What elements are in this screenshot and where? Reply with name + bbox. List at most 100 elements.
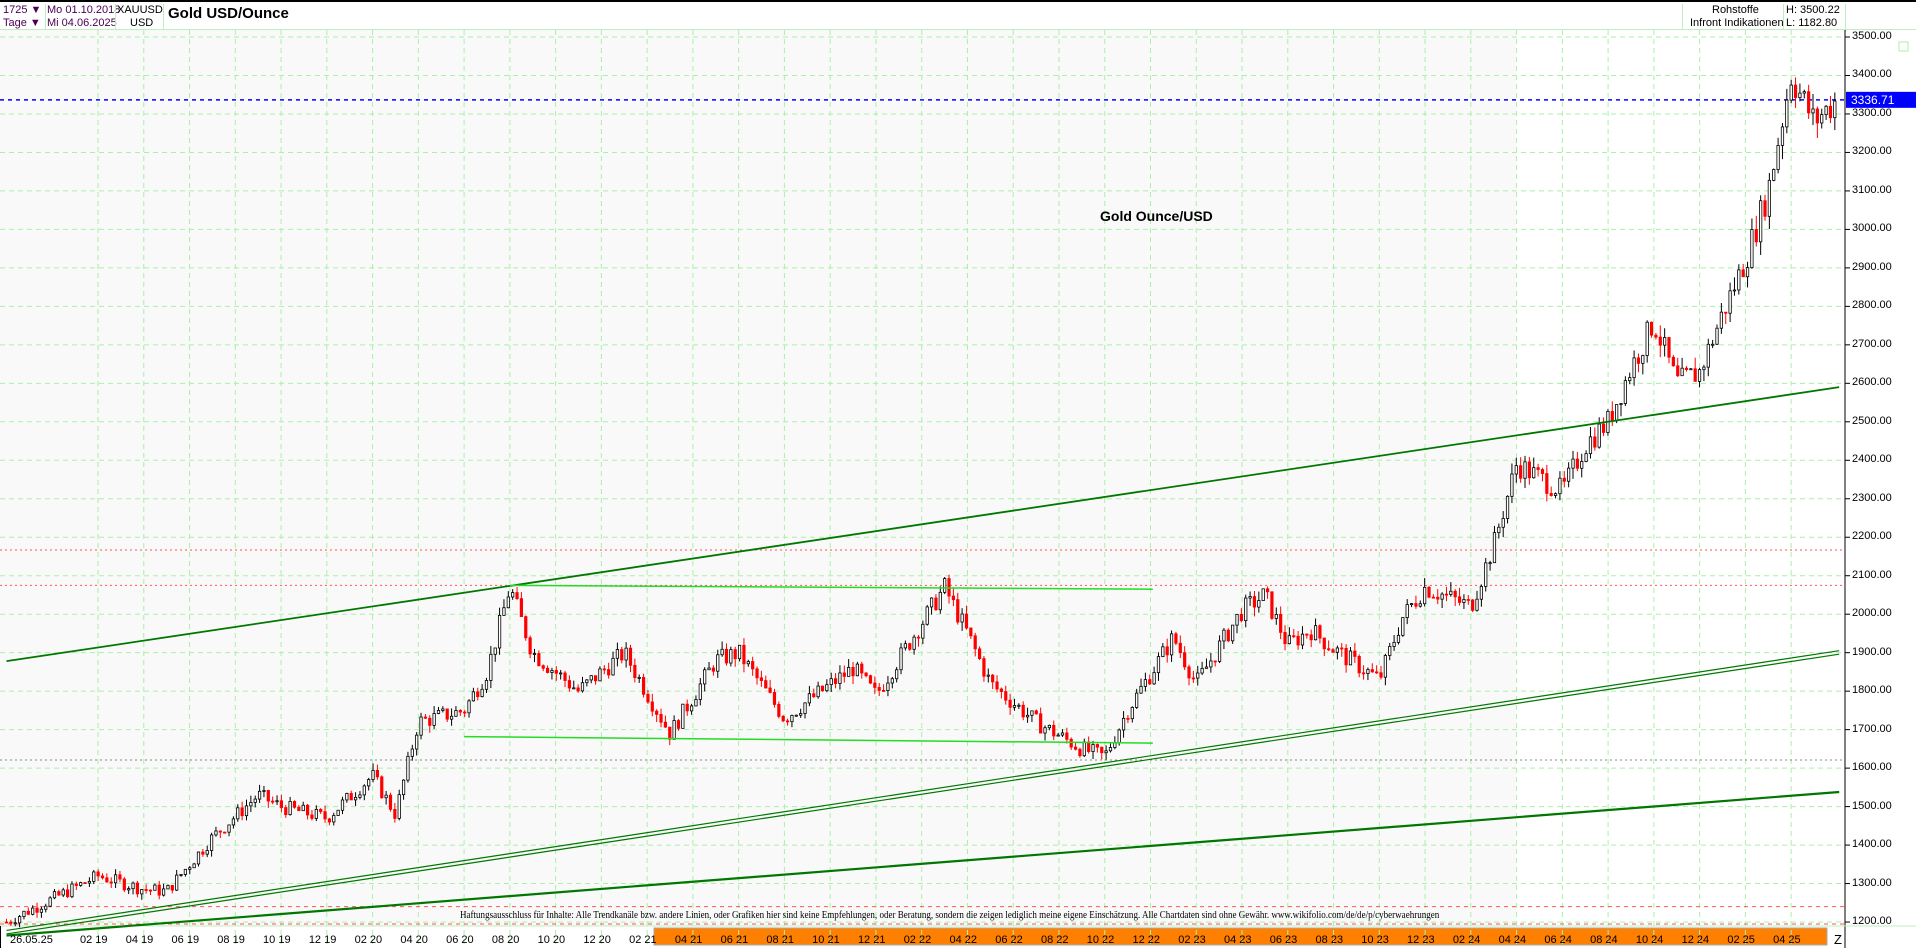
y-tick-label: 1800.00 — [1852, 684, 1892, 697]
candle — [1676, 365, 1680, 377]
x-tick-label: 04 24 — [1498, 934, 1527, 946]
date-from[interactable]: Mo 01.10.2018 — [47, 4, 121, 16]
candle — [26, 910, 30, 915]
x-tick-label: 08 23 — [1315, 934, 1344, 946]
x-tick-label: 08 22 — [1040, 934, 1069, 946]
candle — [406, 755, 410, 781]
candle — [825, 684, 829, 692]
candle — [593, 675, 598, 682]
candle — [1353, 650, 1357, 657]
candle — [1663, 337, 1667, 346]
candle — [1532, 467, 1536, 479]
candle — [1484, 562, 1488, 587]
x-tick-label: 02 22 — [903, 934, 932, 946]
candle — [628, 647, 633, 666]
candle — [223, 831, 227, 834]
candle — [934, 597, 938, 611]
candle — [9, 921, 13, 924]
bars-count-dropdown[interactable]: 1725 ▼ — [3, 4, 41, 17]
candle — [1060, 732, 1065, 736]
candle — [1222, 629, 1226, 642]
candle — [244, 805, 249, 817]
candle — [1121, 717, 1126, 731]
candle — [449, 715, 454, 720]
candle — [1732, 289, 1737, 292]
candle — [1575, 458, 1579, 469]
candle — [127, 888, 131, 891]
candle — [52, 891, 57, 899]
candle — [1021, 704, 1025, 718]
candle — [493, 647, 497, 655]
candle — [1571, 458, 1575, 469]
candle — [100, 875, 105, 879]
candle — [371, 769, 375, 780]
candle — [153, 884, 157, 891]
candle — [1811, 108, 1815, 114]
candle — [1697, 369, 1702, 382]
candle — [781, 715, 785, 722]
candle — [1039, 713, 1043, 734]
candle — [1636, 357, 1641, 364]
candle — [1436, 596, 1440, 600]
candle — [794, 714, 798, 717]
candle — [620, 649, 624, 661]
candle — [1580, 461, 1584, 469]
candle — [903, 643, 907, 649]
candle — [1152, 672, 1156, 685]
candle — [340, 799, 345, 811]
candle — [1802, 91, 1806, 94]
candle — [951, 595, 955, 601]
candle — [1658, 336, 1662, 346]
candle — [463, 711, 467, 714]
candle — [327, 818, 332, 823]
candle — [1793, 84, 1798, 98]
candle — [227, 824, 231, 833]
candle — [1706, 343, 1710, 368]
candle — [1191, 677, 1195, 680]
candle — [1361, 672, 1366, 675]
candle — [1348, 650, 1353, 666]
candle — [982, 658, 986, 677]
x-tick-label: 06 21 — [720, 934, 749, 946]
y-tick-label: 1900.00 — [1852, 645, 1892, 658]
candle — [550, 670, 554, 673]
candle — [179, 874, 183, 876]
candle — [689, 705, 694, 712]
candle — [838, 672, 842, 684]
candle — [611, 657, 615, 676]
candle — [1628, 377, 1632, 382]
candle — [1750, 229, 1754, 269]
candle — [1196, 672, 1200, 679]
candle — [1213, 660, 1217, 663]
candle — [4, 921, 9, 924]
period-dropdown[interactable]: Tage ▼ — [3, 17, 41, 30]
candle — [851, 667, 855, 677]
candle — [1715, 327, 1719, 345]
y-tick-label: 1400.00 — [1852, 838, 1892, 851]
candle — [1427, 586, 1431, 598]
candle — [698, 683, 702, 700]
zoom-corner-label[interactable]: Z — [1834, 932, 1842, 947]
date-to[interactable]: Mi 04.06.2025 — [47, 17, 117, 29]
candle — [1510, 473, 1514, 497]
candle — [1807, 91, 1811, 114]
y-tick-label: 3200.00 — [1852, 145, 1892, 158]
candle — [1680, 367, 1684, 377]
candle — [1475, 598, 1479, 611]
y-tick-label: 1500.00 — [1852, 799, 1892, 812]
candle — [1034, 710, 1038, 715]
candle — [681, 703, 685, 729]
candle — [332, 815, 336, 823]
candle — [140, 889, 144, 895]
candle — [615, 649, 619, 659]
candle — [877, 687, 881, 691]
candle — [380, 776, 384, 799]
candle — [1763, 200, 1767, 217]
candle — [1449, 590, 1453, 595]
candle — [607, 669, 611, 676]
y-tick-label: 3300.00 — [1852, 106, 1892, 119]
candle — [1187, 666, 1191, 679]
candle — [572, 687, 576, 690]
candle — [489, 653, 493, 681]
